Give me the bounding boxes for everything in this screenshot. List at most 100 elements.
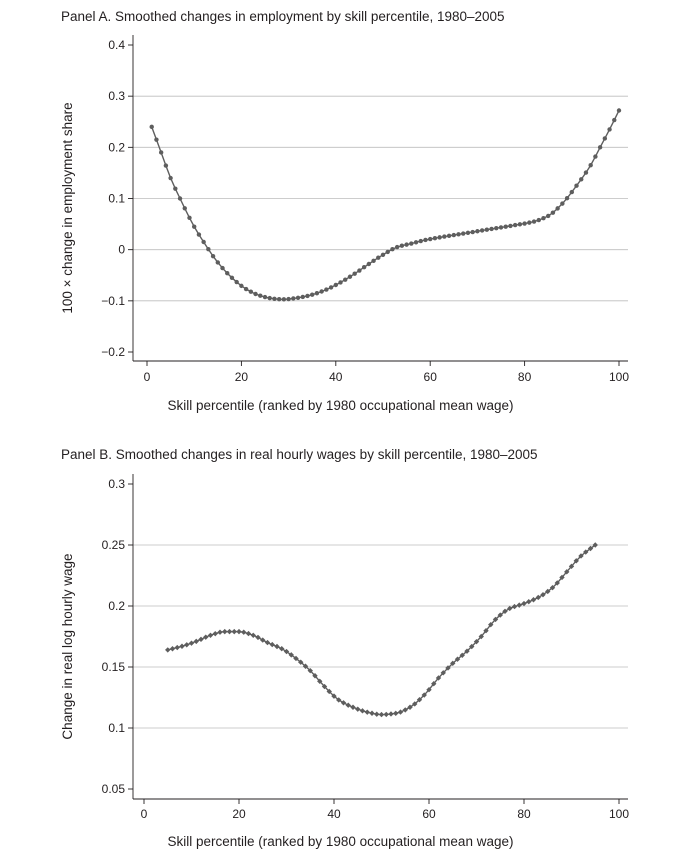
panel-b-data-point — [592, 542, 598, 548]
panel-b-data-point — [378, 711, 385, 718]
panel-b-data-point — [231, 628, 237, 635]
panel-b-data-point — [184, 642, 190, 648]
panel-b-data-point — [526, 599, 532, 605]
panel-b-data-point — [530, 597, 537, 603]
panel-a-data-point — [149, 124, 154, 130]
panel-a-data-point — [385, 249, 390, 255]
panel-b-data-point — [516, 602, 522, 608]
panel-b-data-point — [226, 628, 233, 635]
panel-b-data-point — [326, 688, 332, 695]
panel-a-data-point — [248, 289, 254, 294]
panel-a-y-axis-title: 100 × change in employment share — [60, 102, 75, 313]
panel-b-data-point — [212, 630, 218, 637]
panel-a-data-point — [158, 150, 164, 155]
panel-a-data-point — [206, 247, 211, 252]
panel-b-data-point — [549, 585, 556, 591]
panel-a-data-point — [437, 235, 442, 240]
panel-a-data-point — [243, 286, 249, 292]
panel-a-data-point — [503, 224, 508, 229]
panel-a-data-point — [380, 252, 386, 257]
panel-a-data-point — [352, 271, 357, 276]
panel-a-data-point — [343, 277, 348, 282]
panel-b-y-tick-label: 0.25 — [102, 538, 126, 552]
panel-a-x-tick-label: 0 — [144, 370, 151, 384]
panel-a-data-point — [423, 237, 428, 243]
panel-a-data-point — [192, 224, 197, 229]
panel-b-data-point — [193, 638, 199, 645]
panel-b-data-point — [568, 563, 575, 570]
panel-a-data-point — [418, 238, 423, 244]
panel-b-data-point — [454, 656, 461, 662]
panel-a-data-point — [489, 226, 494, 232]
panel-b-x-axis-title: Skill percentile (ranked by 1980 occupat… — [168, 834, 514, 849]
panel-b-data-point — [564, 569, 570, 575]
panel-a-data-point — [210, 253, 216, 259]
panel-a-data-point — [546, 213, 551, 219]
panel-b-title: Panel B. Smoothed changes in real hourly… — [61, 447, 538, 462]
panel-b-data-point — [559, 574, 565, 581]
panel-b-data-point — [535, 594, 541, 601]
panel-a-data-point — [517, 222, 523, 227]
panel-a-data-point — [442, 234, 447, 239]
panel-a-data-point — [409, 241, 414, 246]
panel-b-data-point — [416, 697, 423, 703]
panel-b-data-point — [260, 637, 266, 643]
panel-a-data-point — [215, 260, 220, 265]
panel-b-data-point — [554, 580, 560, 586]
panel-b-data-point — [264, 639, 271, 646]
panel-b-data-point — [469, 643, 475, 650]
panel-b-data-point — [336, 697, 342, 703]
panel-a-data-point — [456, 232, 461, 237]
panel-a-data-point — [451, 232, 456, 238]
panel-b-data-point — [364, 709, 370, 715]
panel-a-data-point — [602, 136, 608, 141]
panel-a-data-point — [574, 183, 579, 188]
panel-a-data-point — [347, 274, 353, 279]
panel-b-data-point — [450, 660, 456, 667]
panel-a-data-point — [225, 271, 230, 276]
panel-b-data-point — [312, 673, 318, 679]
panel-a-data-point — [564, 196, 570, 201]
panel-b-data-point — [473, 638, 480, 645]
panel-b-data-point — [293, 655, 299, 662]
panel-b-data-point — [331, 693, 337, 699]
panel-b-data-point — [307, 667, 313, 674]
panel-b-data-point — [317, 678, 323, 684]
panel-b-data-point — [217, 629, 223, 635]
panel-b-data-point — [340, 700, 347, 706]
panel-a-x-tick-label: 60 — [424, 370, 438, 384]
panel-b-data-point — [545, 588, 551, 595]
panel-a-data-point — [461, 231, 466, 236]
panel-a-x-tick-label: 20 — [235, 370, 249, 384]
panel-b-data-point — [369, 710, 375, 716]
panel-a-data-point — [272, 296, 277, 301]
panel-a-data-point — [371, 258, 376, 264]
panel-b-y-tick-label: 0.3 — [108, 477, 125, 491]
panel-b-data-point — [321, 683, 328, 690]
panel-a-data-point — [579, 177, 584, 182]
panel-a-data-point — [220, 265, 225, 271]
panel-a-data-point — [262, 294, 268, 300]
panel-a-data-point — [177, 196, 183, 201]
panel-b-data-point — [207, 632, 214, 638]
panel-b-x-tick-label: 40 — [327, 807, 341, 821]
panel-b-data-point — [374, 711, 380, 717]
panel-a-data-point — [541, 216, 546, 221]
panel-a-y-tick-label: 0.2 — [108, 140, 125, 154]
panel-b-data-point — [269, 641, 275, 648]
panel-b-y-tick-label: 0.05 — [102, 782, 126, 796]
panel-a-data-point — [569, 189, 574, 195]
panel-b-data-point — [274, 643, 280, 650]
panel-b-data-point — [497, 612, 503, 618]
panel-b-data-point — [397, 709, 404, 715]
panel-b-data-point — [165, 647, 171, 653]
panel-a-data-point — [522, 221, 527, 226]
panel-b-data-point — [198, 636, 204, 643]
panel-a-y-tick-label: 0.1 — [108, 192, 125, 206]
panel-a-data-point — [196, 232, 202, 237]
panel-b-data-point — [359, 708, 366, 714]
panel-a-data-point — [163, 163, 169, 168]
panel-b-data-point — [302, 663, 309, 669]
panel-a-title: Panel A. Smoothed changes in employment … — [61, 9, 505, 24]
panel-a-data-point — [182, 206, 187, 211]
